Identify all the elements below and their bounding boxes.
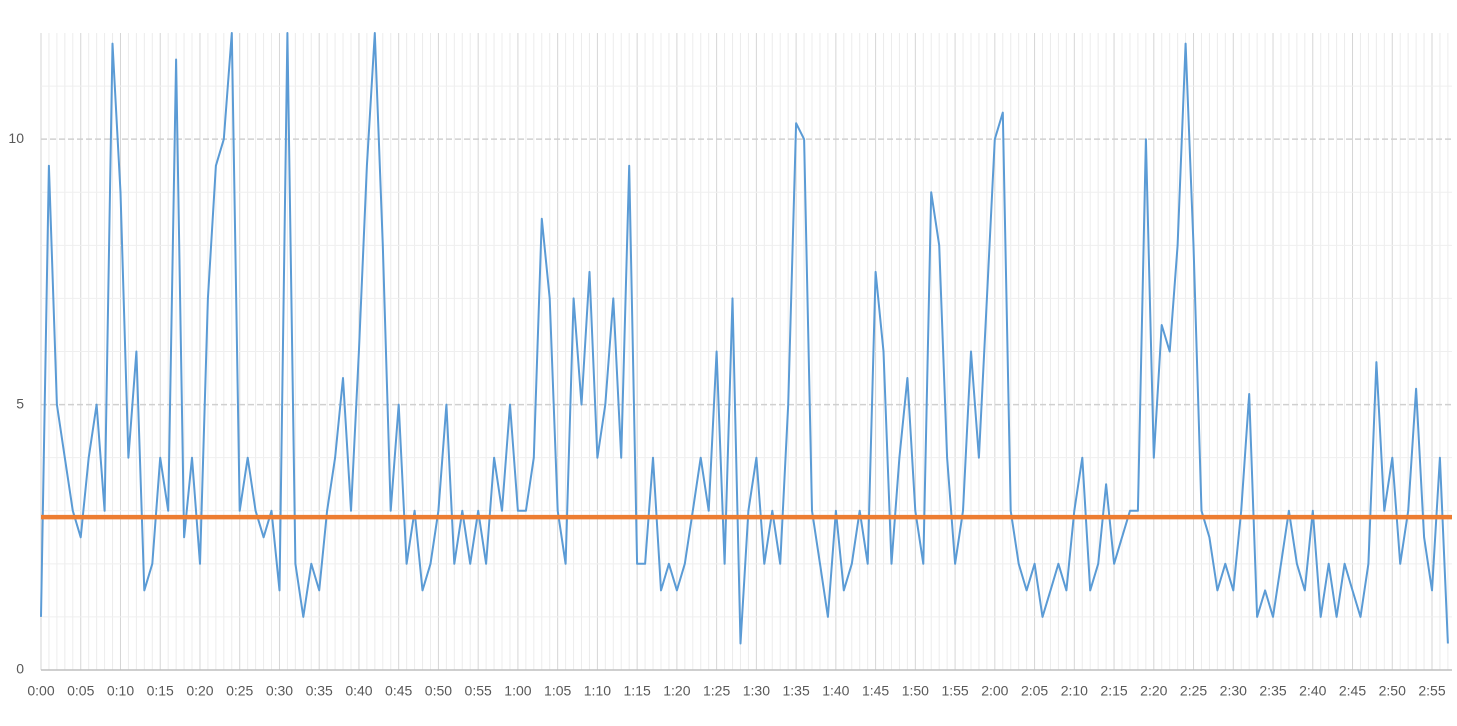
x-tick-label: 0:50	[425, 683, 452, 699]
x-tick-label: 2:05	[1021, 683, 1048, 699]
x-tick-label: 0:25	[226, 683, 253, 699]
x-tick-label: 2:10	[1061, 683, 1088, 699]
x-tick-label: 2:50	[1379, 683, 1406, 699]
x-tick-label: 1:20	[663, 683, 690, 699]
x-tick-label: 1:30	[743, 683, 770, 699]
x-tick-label: 2:30	[1220, 683, 1247, 699]
x-tick-label: 1:55	[941, 683, 968, 699]
x-tick-label: 0:35	[306, 683, 333, 699]
x-tick-label: 2:00	[981, 683, 1008, 699]
x-tick-label: 0:15	[147, 683, 174, 699]
x-tick-label: 0:55	[465, 683, 492, 699]
x-tick-label: 1:10	[584, 683, 611, 699]
x-tick-label: 0:00	[27, 683, 54, 699]
x-tick-label: 2:20	[1140, 683, 1167, 699]
y-tick-label: 0	[16, 661, 24, 677]
x-tick-label: 1:15	[624, 683, 651, 699]
x-tick-label: 0:40	[345, 683, 372, 699]
x-tick-label: 1:40	[822, 683, 849, 699]
x-tick-label: 2:25	[1180, 683, 1207, 699]
x-tick-label: 2:55	[1418, 683, 1445, 699]
y-tick-label: 5	[16, 395, 24, 411]
x-tick-label: 0:45	[385, 683, 412, 699]
x-tick-label: 1:00	[504, 683, 531, 699]
x-tick-label: 1:50	[902, 683, 929, 699]
data-line	[40, 32, 1449, 645]
x-tick-label: 2:15	[1100, 683, 1127, 699]
x-tick-label: 0:30	[266, 683, 293, 699]
x-tick-label: 2:40	[1299, 683, 1326, 699]
x-tick-label: 0:05	[67, 683, 94, 699]
x-tick-label: 0:10	[107, 683, 134, 699]
x-tick-label: 2:35	[1259, 683, 1286, 699]
x-tick-label: 1:25	[703, 683, 730, 699]
x-tick-label: 1:35	[782, 683, 809, 699]
x-tick-label: 0:20	[186, 683, 213, 699]
x-tick-label: 2:45	[1339, 683, 1366, 699]
x-tick-label: 1:45	[862, 683, 889, 699]
x-tick-label: 1:05	[544, 683, 571, 699]
y-tick-label: 10	[8, 130, 24, 146]
